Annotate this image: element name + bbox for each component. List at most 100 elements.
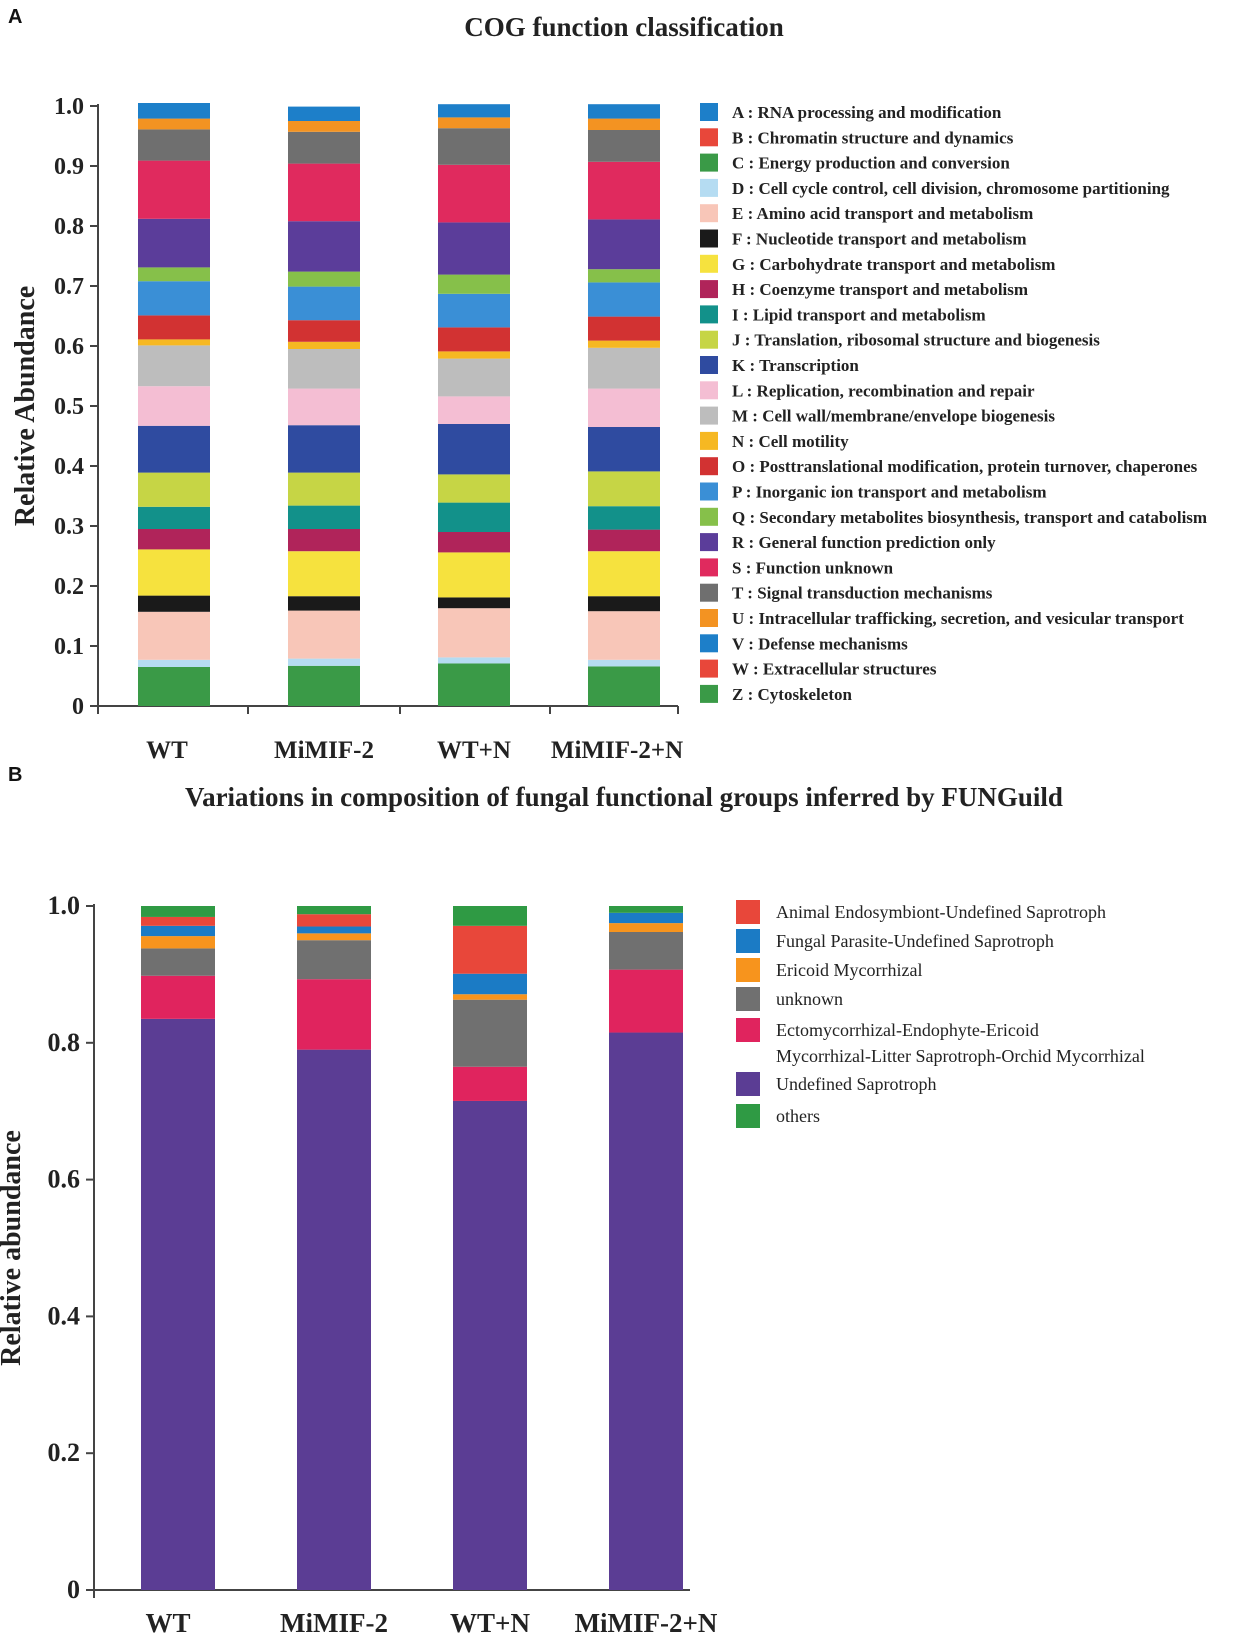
chart-a-bar-segment <box>288 320 360 342</box>
chart-b-category-label: MiMIF-2 <box>280 1608 388 1637</box>
chart-a-legend-label: K : Transcription <box>732 356 859 375</box>
chart-a-legend-swatch <box>700 583 718 602</box>
chart-a-legend-label: J : Translation, ribosomal structure and… <box>732 331 1100 350</box>
chart-b-legend-label: Animal Endosymbiont-Undefined Saprotroph <box>776 902 1106 922</box>
chart-a-bar-segment <box>438 663 510 706</box>
chart-a-bar-segment <box>438 327 510 352</box>
chart-a-y-tick-label: 0.4 <box>54 454 84 480</box>
chart-a-legend-swatch <box>700 229 718 248</box>
chart-b-legend-label: Mycorrhizal-Litter Saprotroph-Orchid Myc… <box>776 1046 1145 1066</box>
chart-a-bar-segment <box>438 552 510 598</box>
chart-a-title: COG function classification <box>464 12 784 42</box>
chart-b-bar-segment <box>141 906 215 917</box>
chart-a-bar-segment <box>588 269 660 283</box>
chart-a-legend-label: M : Cell wall/membrane/envelope biogenes… <box>732 407 1055 426</box>
chart-b-bar-segment <box>609 969 683 1033</box>
chart-b-bar-segment <box>141 1018 215 1590</box>
chart-a: 0 0.1 0.2 0.3 0.4 0.5 0.6 0.7 0.8 0.9 1.0 Relative … <box>10 94 1207 764</box>
chart-b-bar-segment <box>453 906 527 926</box>
chart-b-category-label: WT+N <box>450 1608 530 1637</box>
chart-a-legend-swatch <box>700 558 718 577</box>
chart-a-bar-segment <box>288 341 360 349</box>
chart-a-legend-swatch <box>700 507 718 526</box>
chart-b-bar-segment <box>609 1032 683 1590</box>
chart-b-bar-segment <box>141 925 215 937</box>
chart-b-bar-segment <box>609 923 683 932</box>
chart-b-bar-segment <box>297 914 371 927</box>
chart-b-legend-label: Ericoid Mycorrhizal <box>776 960 922 980</box>
chart-a-bar-segment <box>438 128 510 165</box>
chart-a-bar-segment <box>588 347 660 389</box>
chart-a-bar-segment <box>438 597 510 609</box>
chart-a-legend-swatch <box>700 634 718 653</box>
chart-a-y-tick-label: 0 <box>72 694 84 720</box>
chart-a-bar-segment <box>438 502 510 532</box>
chart-a-bar-segment <box>438 358 510 397</box>
chart-a-legend-label: O : Posttranslational modification, prot… <box>732 457 1198 476</box>
chart-a-bar-segment <box>138 667 210 706</box>
chart-b-legend-label: Fungal Parasite-Undefined Saprotroph <box>776 931 1054 951</box>
chart-a-bar-segment <box>138 506 210 529</box>
chart-a-bar-segment <box>588 388 660 427</box>
chart-a-bar-segment <box>588 471 660 507</box>
chart-a-bar-segment <box>288 221 360 272</box>
chart-a-bar-segment <box>288 163 360 222</box>
chart-b-legend-label: Ectomycorrhizal-Endophyte-Ericoid <box>776 1020 1039 1040</box>
chart-b-bar-segment <box>453 973 527 995</box>
chart-b-legend-swatch <box>736 958 760 982</box>
chart-a-legend-swatch <box>700 431 718 450</box>
chart-a-bar-segment <box>138 103 210 119</box>
chart-b-legend-label: Undefined Saprotroph <box>776 1074 936 1094</box>
chart-a-bar-segment <box>288 121 360 132</box>
chart-b-legend-swatch <box>736 1104 760 1128</box>
chart-a-bar-segment <box>288 529 360 552</box>
chart-b-bar-segment <box>297 1049 371 1590</box>
chart-a-legend-label: G : Carbohydrate transport and metabolis… <box>732 255 1055 274</box>
chart-a-bar-segment <box>288 505 360 529</box>
chart-a-legend-swatch <box>700 204 718 223</box>
chart-a-bar-segment <box>588 666 660 706</box>
chart-a-bar-segment <box>288 610 360 659</box>
chart-b-bar-segment <box>297 933 371 941</box>
chart-a-bar-segment <box>438 657 510 664</box>
chart-b-bar-segment <box>453 1066 527 1101</box>
chart-a-legend-swatch <box>700 659 718 678</box>
chart-a-legend-swatch <box>700 609 718 627</box>
chart-b-y-tick-label: 1.0 <box>48 891 81 920</box>
chart-a-bar-segment <box>438 117 510 129</box>
chart-a-bar-segment <box>288 551 360 597</box>
chart-a-bar-segment <box>138 118 210 130</box>
chart-a-bar-segment <box>138 267 210 282</box>
chart-b-bar-segment <box>141 936 215 949</box>
chart-a-bar-segment <box>288 131 360 164</box>
chart-b-bar-segment <box>609 906 683 913</box>
chart-b-y-tick-label: 0.4 <box>48 1301 81 1330</box>
chart-a-bar-segment <box>588 596 660 612</box>
chart-a-bar-segment <box>138 472 210 507</box>
chart-a-bar-segment <box>138 425 210 473</box>
chart-a-legend-swatch <box>700 533 718 552</box>
chart-a-legend-label: L : Replication, recombination and repai… <box>732 381 1035 400</box>
chart-a-legend-swatch <box>700 280 718 299</box>
chart-b-legend-swatch <box>736 929 760 953</box>
chart-b-y-tick-label: 0.2 <box>48 1438 81 1467</box>
chart-a-bar-segment <box>588 118 660 130</box>
chart-a-bar-segment <box>288 271 360 287</box>
chart-b-bar-segment <box>141 948 215 976</box>
chart-b-bar-segment <box>297 906 371 915</box>
chart-a-legend-label: R : General function prediction only <box>732 533 996 552</box>
chart-a-bar-segment <box>138 549 210 596</box>
chart-a-bar-segment <box>588 529 660 552</box>
chart-a-bar-segment <box>588 340 660 348</box>
chart-a-y-tick-label: 0.5 <box>54 394 84 420</box>
chart-a-legend-swatch <box>700 128 718 147</box>
chart-a-legend-swatch <box>700 330 718 349</box>
chart-b-legend-swatch <box>736 1072 760 1096</box>
chart-a-bar-segment <box>288 106 360 121</box>
chart-a-y-tick-label: 1.0 <box>54 94 84 120</box>
chart-a-legend-swatch <box>700 254 718 273</box>
chart-a-bar-segment <box>138 160 210 219</box>
panel-a-letter: A <box>8 6 23 28</box>
chart-a-bar-segment <box>588 659 660 667</box>
chart-a-legend-label: U : Intracellular trafficking, secretion… <box>732 609 1184 628</box>
